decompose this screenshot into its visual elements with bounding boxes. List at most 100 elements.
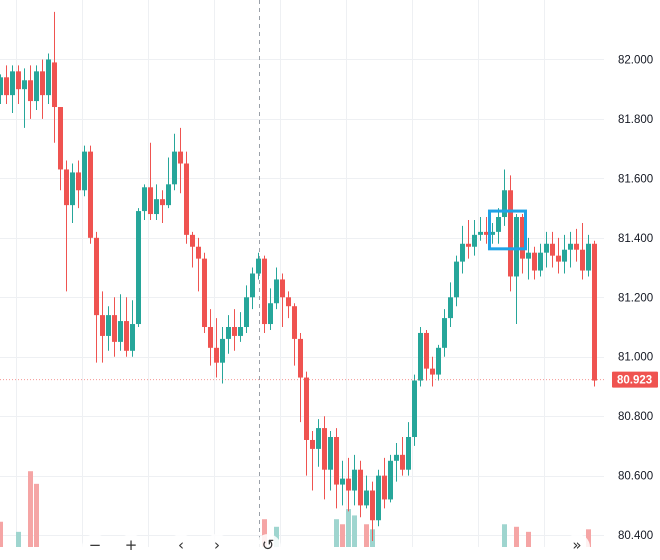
candle-body	[442, 318, 447, 348]
candle-body	[448, 297, 453, 319]
candle-body	[412, 380, 417, 438]
candle	[106, 306, 111, 351]
candle	[418, 327, 423, 387]
zoom-out-button[interactable]: −	[82, 534, 108, 560]
price-tick-label: 81.600	[618, 173, 653, 185]
candle-body	[364, 490, 369, 506]
candle-body	[190, 234, 195, 247]
candle	[214, 318, 219, 378]
candle-body	[388, 460, 393, 500]
candle	[364, 475, 369, 509]
candle-body	[304, 377, 309, 440]
candle	[532, 246, 537, 280]
candle-body	[454, 261, 459, 298]
candlestick-chart[interactable]: 80.400 80.600 80.800 81.000 81.200 81.400 81.6…	[0, 0, 660, 547]
candle-body	[400, 454, 405, 470]
candle-body	[586, 243, 591, 271]
plus-icon: +	[124, 536, 138, 554]
candle-body	[466, 243, 471, 247]
price-axis[interactable]: 80.400 80.600 80.800 81.000 81.200 81.400 81.6…	[604, 0, 660, 547]
candle-body	[490, 231, 495, 235]
candle	[190, 231, 195, 268]
candle	[496, 208, 501, 244]
candle-body	[358, 469, 363, 506]
candle-body	[460, 243, 465, 262]
volume-bar	[364, 524, 369, 547]
candle-body	[28, 80, 33, 102]
reset-chart-button[interactable]: ↺	[255, 534, 281, 560]
candle	[298, 332, 303, 423]
candle	[328, 431, 333, 491]
candle-body	[274, 279, 279, 304]
candle-body	[22, 80, 27, 90]
candle-body	[136, 211, 141, 325]
candle	[484, 217, 489, 244]
candle-body	[94, 237, 99, 316]
overlay-layer	[0, 209, 604, 381]
scroll-left-button[interactable]: ‹	[168, 534, 194, 560]
candle	[550, 231, 555, 268]
candle-body	[124, 321, 129, 351]
candle	[112, 297, 117, 357]
candle-body	[208, 327, 213, 348]
candle-body	[346, 478, 351, 491]
candle	[124, 297, 129, 357]
candle-body	[52, 62, 57, 108]
candle-body	[100, 315, 105, 336]
candle	[100, 291, 105, 363]
candle	[154, 184, 159, 220]
candle	[166, 157, 171, 209]
candle-body	[556, 255, 561, 262]
candle-body	[0, 77, 3, 96]
candle	[460, 225, 465, 274]
candle	[238, 312, 243, 342]
candle-body	[106, 315, 111, 336]
candle	[136, 208, 141, 328]
minus-icon: −	[88, 536, 102, 554]
volume-bar	[340, 524, 345, 547]
volume-bar	[526, 531, 531, 547]
candle-body	[220, 338, 225, 363]
candle-body	[76, 172, 81, 191]
candle	[142, 184, 147, 220]
candle	[58, 107, 63, 191]
scroll-right-button[interactable]: ›	[204, 534, 230, 560]
candle	[538, 243, 543, 277]
candle	[268, 288, 273, 330]
scroll-to-realtime-button[interactable]: »	[564, 534, 590, 560]
candle	[370, 481, 375, 542]
candle-body	[232, 327, 237, 336]
candle-body	[574, 243, 579, 250]
volume-bar	[0, 521, 3, 547]
candle	[184, 151, 189, 244]
price-tick-label: 80.600	[618, 471, 653, 483]
candle	[172, 133, 177, 191]
candle	[52, 11, 57, 143]
price-axis-background	[604, 0, 660, 547]
candle	[202, 252, 207, 333]
candle-body	[568, 243, 573, 250]
candle-body	[202, 258, 207, 328]
candle-body	[184, 163, 189, 235]
candle	[358, 460, 363, 518]
candle-body	[508, 190, 513, 277]
candle	[316, 419, 321, 467]
candle-body	[550, 243, 555, 256]
candle	[574, 228, 579, 262]
candle-body	[172, 151, 177, 185]
candle	[406, 422, 411, 476]
candle-body	[418, 332, 423, 381]
candle-body	[154, 199, 159, 215]
candle	[178, 127, 183, 194]
candle-body	[4, 77, 9, 96]
volume-bar	[502, 524, 507, 547]
candle	[352, 454, 357, 506]
volume-bar	[352, 515, 357, 547]
candle-body	[472, 234, 477, 247]
zoom-in-button[interactable]: +	[118, 534, 144, 560]
candle	[16, 65, 21, 105]
candle	[520, 214, 525, 274]
volume-bar	[262, 519, 267, 547]
candle-body	[64, 169, 69, 206]
